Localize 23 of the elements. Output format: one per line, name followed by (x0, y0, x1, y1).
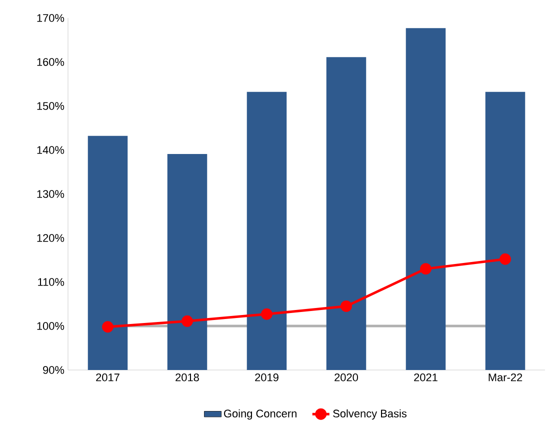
x-tick-label: 2019 (255, 374, 278, 382)
y-tick-label: 140% (37, 146, 64, 154)
point (261, 308, 272, 320)
point (420, 263, 432, 275)
y-tick-label: 160% (37, 58, 64, 66)
x-tick-label: 2020 (334, 374, 358, 382)
x-tick-label: 2017 (96, 374, 120, 382)
point (182, 315, 193, 327)
point (102, 321, 114, 333)
x-tick-label: 2018 (176, 374, 199, 382)
y-tick-label: 130% (37, 190, 64, 198)
point (340, 300, 352, 312)
legend-label: Going Concern (224, 409, 296, 420)
x-tick-label: Mar-22 (488, 374, 522, 382)
y-tick-label: 110% (38, 278, 64, 286)
y-tick-label: 150% (37, 102, 64, 110)
legend-label: Solvency Basis (333, 409, 407, 420)
point (500, 253, 511, 265)
y-tick-label: 170% (37, 14, 64, 22)
y-tick-label: 90% (43, 366, 64, 374)
y-tick-label: 100% (37, 322, 64, 330)
x-tick-label: 2021 (414, 374, 438, 382)
y-tick-label: 120% (37, 234, 64, 242)
